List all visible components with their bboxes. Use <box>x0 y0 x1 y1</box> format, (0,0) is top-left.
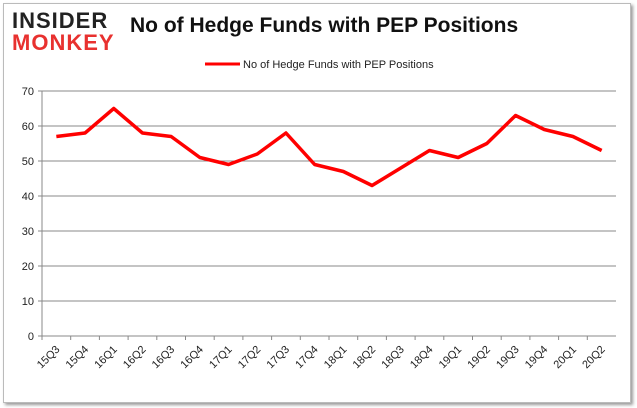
logo-insider: INSIDER <box>12 8 109 33</box>
x-tick-label: 17Q2 <box>236 344 264 372</box>
x-tick-label: 16Q1 <box>92 344 120 372</box>
x-tick-label: 17Q1 <box>207 344 235 372</box>
y-tick-label: 70 <box>22 86 34 98</box>
x-tick-label: 18Q4 <box>408 344 436 372</box>
x-tick-label: 18Q2 <box>351 344 379 372</box>
x-tick-label: 19Q4 <box>523 344 551 372</box>
y-tick-label: 50 <box>22 156 34 168</box>
x-tick-label: 16Q3 <box>150 344 178 372</box>
x-tick-label: 19Q1 <box>437 344 465 372</box>
logo-monkey: MONKEY <box>12 30 115 55</box>
x-tick-label: 15Q3 <box>35 344 63 372</box>
series-line <box>56 106 603 188</box>
x-tick-label: 15Q4 <box>64 344 92 372</box>
x-tick-label: 19Q2 <box>465 344 493 372</box>
y-tick-label: 30 <box>22 226 34 238</box>
x-tick-label: 16Q2 <box>121 344 149 372</box>
x-tick-label: 18Q3 <box>379 344 407 372</box>
y-tick-label: 60 <box>22 121 34 133</box>
y-tick-label: 0 <box>28 331 34 343</box>
x-tick-label: 16Q4 <box>178 344 206 372</box>
y-tick-label: 10 <box>22 296 34 308</box>
chart-title: No of Hedge Funds with PEP Positions <box>130 14 519 37</box>
x-tick-label: 20Q2 <box>580 344 608 372</box>
legend-label: No of Hedge Funds with PEP Positions <box>243 59 434 71</box>
x-tick-label: 18Q1 <box>322 344 350 372</box>
x-tick-label: 17Q4 <box>293 344 321 372</box>
x-tick-label: 20Q1 <box>552 344 580 372</box>
y-tick-label: 20 <box>22 261 34 273</box>
x-tick-label: 19Q3 <box>494 344 522 372</box>
y-tick-label: 40 <box>22 191 34 203</box>
x-tick-label: 17Q3 <box>265 344 293 372</box>
